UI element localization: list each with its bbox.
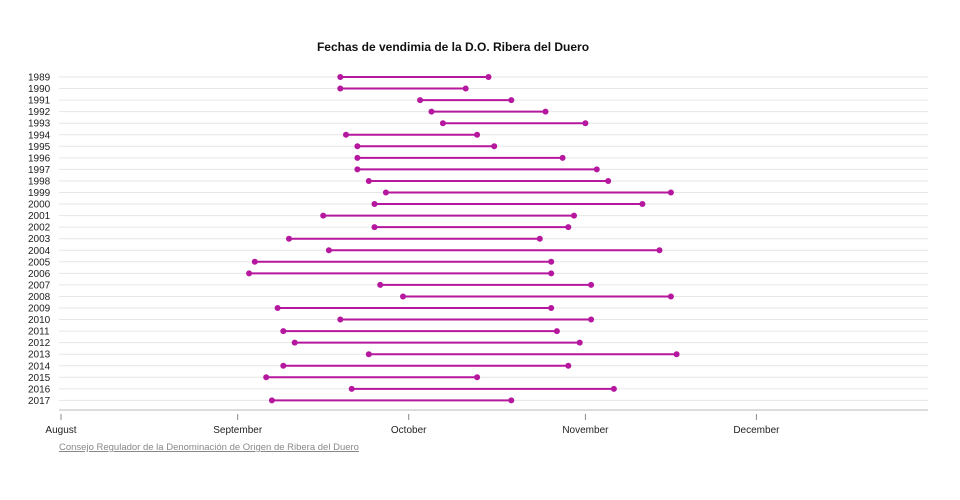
harvest-start-point <box>268 397 275 404</box>
year-label: 2013 <box>28 350 51 361</box>
x-tick-label: September <box>213 425 263 436</box>
year-label: 2010 <box>28 315 51 326</box>
harvest-start-point <box>371 201 378 208</box>
harvest-end-point <box>656 247 663 254</box>
harvest-end-point <box>565 362 572 369</box>
year-label: 1991 <box>28 96 51 107</box>
harvest-end-point <box>474 374 481 381</box>
year-labels: 1989199019911992199319941995199619971998… <box>28 73 51 407</box>
harvest-start-point <box>365 351 372 358</box>
harvest-end-point <box>582 120 589 127</box>
harvest-end-point <box>462 85 469 92</box>
harvest-start-point <box>337 316 344 323</box>
harvest-end-point <box>536 235 543 242</box>
harvest-start-point <box>428 108 435 115</box>
harvest-start-point <box>417 97 424 104</box>
year-label: 1989 <box>28 73 51 84</box>
harvest-end-point <box>673 351 680 358</box>
source-link[interactable]: Consejo Regulador de la Denominación de … <box>59 442 359 453</box>
harvest-start-point <box>337 74 344 80</box>
harvest-end-point <box>588 281 595 288</box>
harvest-start-point <box>274 305 281 311</box>
harvest-start-point <box>354 143 361 150</box>
harvest-start-point <box>320 212 327 219</box>
year-label: 1994 <box>28 130 51 141</box>
harvest-end-point <box>610 385 617 392</box>
harvest-start-point <box>291 339 298 346</box>
year-label: 2014 <box>28 361 51 372</box>
year-label: 1998 <box>28 176 51 187</box>
year-label: 1995 <box>28 142 51 153</box>
harvest-start-point <box>400 293 406 300</box>
year-label: 1993 <box>28 119 51 130</box>
x-tick-label: August <box>45 425 76 436</box>
year-label: 1996 <box>28 153 51 164</box>
year-label: 2012 <box>28 338 51 349</box>
harvest-end-point <box>559 154 566 161</box>
harvest-end-point <box>508 397 515 404</box>
year-label: 2006 <box>28 269 51 280</box>
harvest-start-point <box>371 224 378 231</box>
x-tick-label: December <box>733 425 780 436</box>
harvest-end-point <box>667 293 674 300</box>
harvest-start-point <box>246 270 253 277</box>
harvest-start-point <box>354 166 361 173</box>
year-label: 1997 <box>28 165 51 176</box>
year-label: 2002 <box>28 223 51 234</box>
harvest-start-point <box>382 189 389 196</box>
harvest-start-point <box>325 247 332 254</box>
harvest-end-point <box>474 131 481 138</box>
harvest-start-point <box>343 131 349 138</box>
harvest-start-point <box>280 328 287 335</box>
year-label: 2009 <box>28 304 51 315</box>
year-label: 1992 <box>28 107 51 118</box>
harvest-end-point <box>565 224 572 231</box>
harvest-start-point <box>439 120 446 127</box>
year-label: 2008 <box>28 292 51 303</box>
x-axis: August September October November December <box>45 409 928 436</box>
year-label: 2004 <box>28 246 51 257</box>
chart-title: Fechas de vendimia de la D.O. Ribera del… <box>317 40 589 54</box>
year-label: 2000 <box>28 200 51 211</box>
harvest-end-point <box>548 258 555 265</box>
harvest-start-point <box>263 374 270 381</box>
x-tick-label: October <box>391 425 427 436</box>
year-label: 1990 <box>28 84 51 95</box>
harvest-end-point <box>571 212 577 219</box>
harvest-ranges <box>246 74 680 404</box>
year-label: 2003 <box>28 234 51 245</box>
year-label: 2015 <box>28 373 51 384</box>
harvest-start-point <box>280 362 287 369</box>
harvest-end-point <box>485 74 492 80</box>
harvest-start-point <box>354 154 361 161</box>
harvest-end-point <box>588 316 595 323</box>
harvest-start-point <box>365 177 372 184</box>
harvest-end-point <box>491 143 498 150</box>
harvest-end-point <box>593 166 600 173</box>
harvest-end-point <box>548 305 555 311</box>
harvest-start-point <box>251 258 258 265</box>
harvest-end-point <box>508 97 515 104</box>
harvest-start-point <box>348 385 355 392</box>
year-label: 2011 <box>28 327 50 338</box>
harvest-start-point <box>286 235 292 242</box>
year-label: 2005 <box>28 257 51 268</box>
harvest-end-point <box>548 270 555 277</box>
harvest-start-point <box>377 281 384 288</box>
harvest-end-point <box>605 177 612 184</box>
harvest-end-point <box>667 189 674 196</box>
year-label: 1999 <box>28 188 51 199</box>
harvest-end-point <box>639 201 646 208</box>
harvest-end-point <box>542 108 549 115</box>
year-label: 2001 <box>28 211 51 222</box>
year-label: 2007 <box>28 280 51 291</box>
year-label: 2016 <box>28 384 51 395</box>
x-tick-label: November <box>562 425 609 436</box>
harvest-start-point <box>337 85 344 92</box>
harvest-end-point <box>576 339 583 346</box>
harvest-end-point <box>553 328 560 335</box>
year-label: 2017 <box>28 396 51 407</box>
